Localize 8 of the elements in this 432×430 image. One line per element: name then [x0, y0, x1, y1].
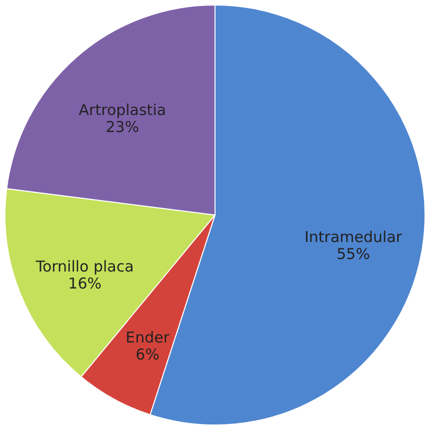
data-label: 23%: [106, 118, 140, 136]
data-label: 6%: [136, 346, 160, 364]
slice-label: Artroplastia: [78, 100, 166, 119]
slice-label: Ender: [126, 328, 170, 347]
data-label: 55%: [336, 244, 370, 263]
slice-label: Intramedular: [304, 228, 403, 246]
slice-label: Tornillo placa: [34, 258, 134, 276]
data-label: 16%: [68, 274, 102, 293]
